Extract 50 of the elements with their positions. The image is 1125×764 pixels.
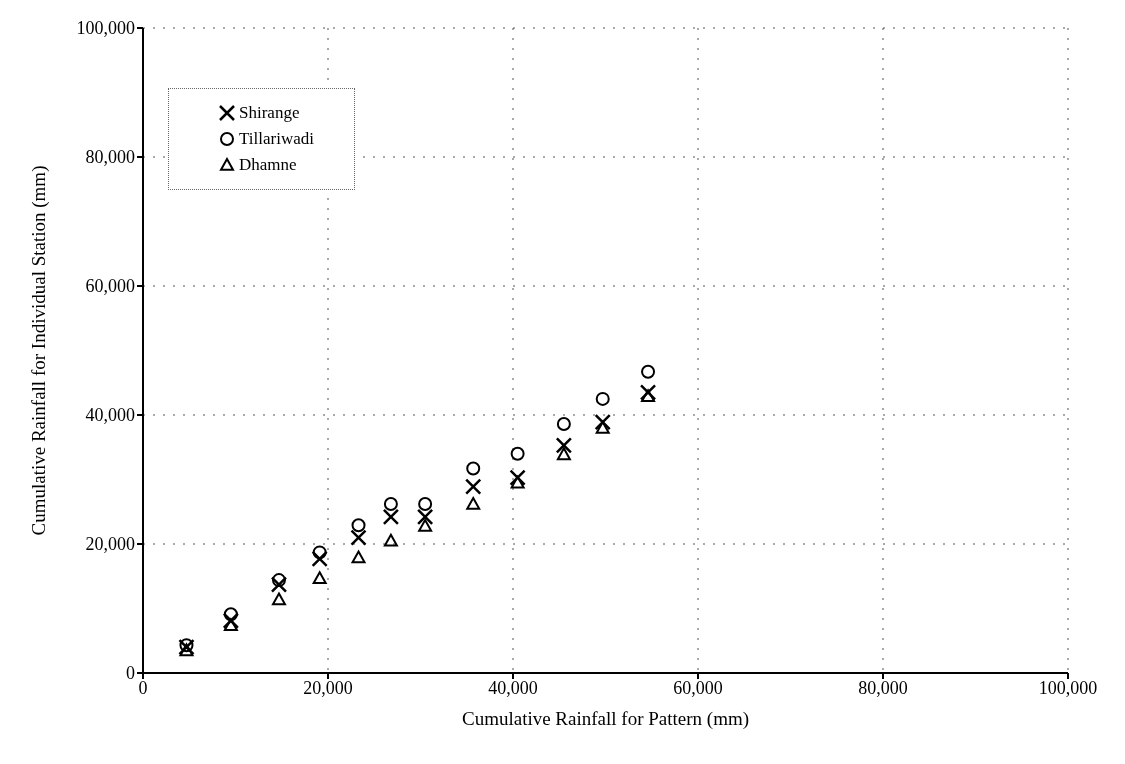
point <box>418 518 433 532</box>
point <box>383 533 398 547</box>
legend-label: Tillariwadi <box>239 129 314 149</box>
point <box>312 545 327 560</box>
point <box>382 508 400 526</box>
point <box>312 571 327 584</box>
point <box>464 478 482 495</box>
point <box>556 417 571 432</box>
y-tick-label: 100,000 <box>76 18 135 39</box>
point <box>222 612 240 630</box>
point <box>179 643 194 657</box>
x-tick-label: 40,000 <box>488 677 538 698</box>
x-tick-label: 60,000 <box>673 677 723 698</box>
point <box>556 447 571 461</box>
y-tick-label: 80,000 <box>85 147 135 168</box>
x-tick-label: 80,000 <box>858 677 908 698</box>
point <box>510 475 525 489</box>
y-tick-label: 0 <box>126 663 135 684</box>
point <box>383 497 398 512</box>
point <box>466 461 481 476</box>
point <box>510 446 525 461</box>
point <box>223 618 238 632</box>
point <box>641 364 656 379</box>
y-axis-title: Cumulative Rainfall for Individual Station (mm) <box>27 165 50 536</box>
x-tick-label: 0 <box>138 677 148 698</box>
point <box>311 550 328 568</box>
point <box>555 437 573 454</box>
point <box>639 384 657 401</box>
y-tick-label: 20,000 <box>85 534 135 555</box>
point <box>271 592 286 606</box>
point <box>509 469 526 486</box>
point <box>594 413 611 431</box>
point <box>416 508 434 526</box>
point <box>223 607 238 622</box>
point <box>271 573 286 588</box>
y-tick-label: 60,000 <box>85 276 135 297</box>
y-tick-label: 40,000 <box>85 405 135 426</box>
legend-label: Dhamne <box>239 155 297 175</box>
legend-label: Shirange <box>239 103 300 123</box>
point <box>595 391 610 406</box>
x-axis-title: Cumulative Rainfall for Pattern (mm) <box>461 708 750 730</box>
point <box>641 389 656 403</box>
point <box>351 518 366 533</box>
x-tick-label: 100,000 <box>1038 677 1098 698</box>
point <box>351 550 366 564</box>
point <box>418 497 433 512</box>
point <box>270 576 288 593</box>
point <box>350 529 367 546</box>
x-tick-label: 20,000 <box>303 677 353 698</box>
point <box>466 497 481 510</box>
